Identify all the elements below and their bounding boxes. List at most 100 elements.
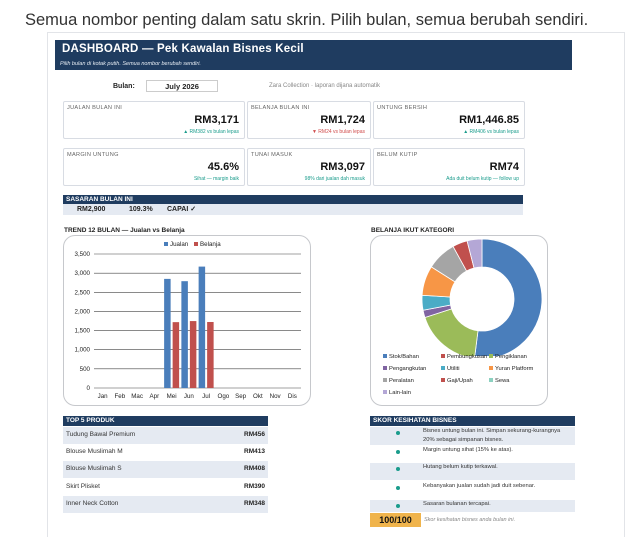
kpi-card-sales: JUALAN BULAN INI RM3,171 ▲ RM382 vs bula… [63, 101, 245, 139]
y-tick-label: 1,000 [75, 347, 91, 354]
target-percent: 109.3% [129, 206, 153, 213]
health-text: Hutang belum kutip terkawal. [423, 464, 498, 470]
product-value: RM390 [244, 483, 265, 490]
legend-swatch [441, 366, 445, 371]
legend-swatch [489, 354, 493, 359]
health-score-badge: 100/100 [370, 513, 421, 527]
slice-lain-lain [466, 238, 483, 269]
legend-label: Jualan [170, 241, 189, 248]
dashboard-header: DASHBOARD — Pek Kawalan Bisnes Kecil Pil… [55, 40, 572, 70]
kpi-value: RM1,724 [320, 114, 365, 126]
product-name: Blouse Muslimah M [66, 448, 123, 455]
x-tick-label: Mei [167, 393, 177, 400]
kpi-card-expense: BELANJA BULAN INI RM1,724 ▼ RM24 vs bula… [247, 101, 371, 139]
kpi-sub: 98% dari jualan dah masuk [304, 176, 365, 182]
month-label: Bulan: [113, 83, 135, 90]
product-value: RM456 [244, 431, 265, 438]
legend-label: Pembungkusan [447, 354, 488, 360]
legend-label: Pengiklanan [495, 354, 527, 360]
list-item: Kebanyakan jualan sudah jadi duit sebena… [370, 482, 575, 498]
product-name: Blouse Muslimah S [66, 465, 122, 472]
legend-swatch [383, 366, 387, 371]
kpi-sub: ▼ RM24 vs bulan lepas [311, 129, 365, 135]
legend-label: Yuran Platform [495, 366, 534, 372]
kpi-sub: Sihat — margin baik [193, 176, 239, 182]
check-dot-icon [396, 467, 400, 471]
legend-swatch [194, 242, 198, 246]
slice-stok-bahan [474, 238, 543, 360]
legend-swatch [383, 354, 387, 359]
kpi-title: BELUM KUTIP [377, 152, 418, 158]
x-tick-label: Okt [253, 393, 263, 400]
products-header: TOP 5 PRODUK [63, 416, 268, 426]
kpi-sub: Ada duit belum kutip — follow up [446, 176, 519, 182]
legend-swatch [489, 366, 493, 371]
target-status: CAPAI ✓ [167, 206, 197, 213]
legend-item: Gaji/Upah [441, 378, 473, 384]
legend-item: Sewa [489, 378, 510, 384]
kpi-value: RM3,097 [320, 161, 365, 173]
slice-pengiklanan [424, 308, 479, 359]
product-name: Tudung Bawal Premium [66, 431, 136, 438]
legend-item: Pengiklanan [489, 354, 527, 360]
legend-label: Stok/Bahan [389, 354, 419, 360]
health-header: SKOR KESIHATAN BISNES [370, 416, 575, 426]
kpi-title: UNTUNG BERSIH [377, 105, 428, 111]
kpi-title: MARGIN UNTUNG [67, 152, 119, 158]
product-value: RM348 [244, 500, 265, 507]
brand-note: Zara Collection · laporan dijana automat… [269, 83, 381, 89]
x-tick-label: Dis [288, 393, 297, 400]
legend-label: Lain-lain [389, 390, 411, 396]
kpi-card-margin: MARGIN UNTUNG 45.6% Sihat — margin baik [63, 148, 245, 186]
month-select[interactable]: July 2026 [146, 80, 218, 92]
table-row: Skirt Plisket RM390 [63, 479, 268, 496]
kpi-value: RM1,446.85 [459, 114, 519, 126]
legend-item: Yuran Platform [489, 366, 533, 372]
legend-item: Pengangkutan [383, 366, 426, 372]
check-dot-icon [396, 504, 400, 508]
kpi-value: RM3,171 [194, 114, 239, 126]
list-item: Sasaran bulanan tercapai. [370, 500, 575, 512]
check-dot-icon [396, 450, 400, 454]
kpi-value: RM74 [489, 161, 519, 173]
bar-belanja [189, 321, 197, 388]
x-tick-label: Jan [98, 393, 109, 400]
y-tick-label: 1,500 [75, 328, 91, 335]
y-tick-label: 3,000 [75, 270, 91, 277]
trend-chart-title: TREND 12 BULAN — Jualan vs Belanja [64, 227, 185, 234]
health-text: Kebanyakan jualan sudah jadi duit sebena… [423, 483, 536, 489]
page-caption: Semua nombor penting dalam satu skrin. P… [25, 11, 589, 29]
category-chart-panel: Stok/Bahan Pembungkusan Pengiklanan Pengang… [370, 235, 548, 406]
x-tick-label: Ogo [218, 393, 230, 400]
kpi-title: BELANJA BULAN INI [251, 105, 310, 111]
x-tick-label: Mac [131, 393, 143, 400]
target-header: SASARAN BULAN INI [63, 195, 523, 204]
legend-swatch [441, 378, 445, 383]
legend-swatch [383, 378, 387, 383]
table-row: Inner Neck Cotton RM348 [63, 496, 268, 513]
legend-item: Utiliti [441, 366, 460, 372]
target-row: RM2,900 109.3% CAPAI ✓ [63, 204, 523, 215]
trend-chart-panel: 0 500 1,000 1,500 2,000 2,500 3,000 3,500 Jan Feb… [63, 235, 311, 406]
y-tick-label: 2,500 [75, 289, 91, 296]
legend-swatch [164, 242, 168, 246]
table-row: Blouse Muslimah S RM408 [63, 461, 268, 478]
legend-item: Stok/Bahan [383, 354, 419, 360]
kpi-value: 45.6% [207, 161, 239, 173]
health-score-note: Skor kesihatan bisnes anda bulan ini. [424, 517, 516, 523]
kpi-card-receivable: BELUM KUTIP RM74 Ada duit belum kutip — … [373, 148, 525, 186]
legend-item: Peralatan [383, 378, 414, 384]
legend-item: Lain-lain [383, 390, 411, 396]
category-chart [421, 238, 543, 360]
list-item: Margin untung sihat (15% ke atas). [370, 446, 575, 462]
kpi-title: TUNAI MASUK [251, 152, 293, 158]
table-row: Tudung Bawal Premium RM456 [63, 427, 268, 444]
list-item: Bisnes untung bulan ini. Simpan sekurang… [370, 427, 575, 445]
trend-chart: 0 500 1,000 1,500 2,000 2,500 3,000 3,500 Jan Feb… [75, 241, 301, 400]
legend-swatch [489, 378, 493, 383]
product-value: RM408 [244, 465, 265, 472]
product-name: Inner Neck Cotton [66, 500, 119, 507]
kpi-sub: ▲ RM406 vs bulan lepas [463, 129, 519, 135]
x-tick-label: Nov [270, 393, 282, 400]
legend-label: Belanja [200, 241, 221, 248]
